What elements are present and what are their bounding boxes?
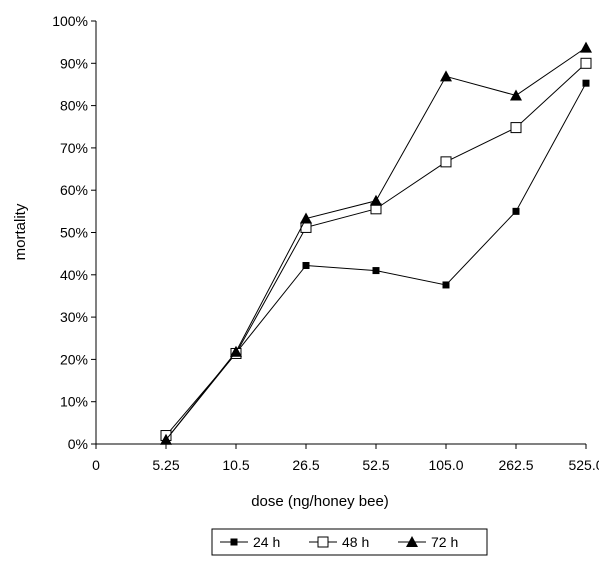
y-tick-label: 50% bbox=[60, 225, 88, 241]
x-axis-title: dose (ng/honey bee) bbox=[251, 493, 389, 510]
x-tick-label: 5.25 bbox=[152, 457, 179, 473]
legend-item: 72 h bbox=[398, 534, 458, 550]
legend-marker bbox=[406, 536, 418, 547]
y-tick-label: 80% bbox=[60, 98, 88, 114]
x-tick-label: 262.5 bbox=[498, 457, 533, 473]
series-layer bbox=[160, 41, 592, 445]
y-tick-label: 90% bbox=[60, 55, 88, 71]
y-tick-label: 70% bbox=[60, 140, 88, 156]
legend-marker bbox=[317, 536, 329, 548]
data-point bbox=[510, 89, 522, 101]
legend-box bbox=[211, 528, 488, 556]
x-tick-label: 105.0 bbox=[428, 457, 463, 473]
data-point bbox=[512, 207, 520, 215]
y-tick-label: 20% bbox=[60, 351, 88, 367]
data-point bbox=[372, 267, 380, 275]
y-tick-label: 60% bbox=[60, 182, 88, 198]
data-point bbox=[300, 212, 312, 224]
data-point bbox=[510, 122, 522, 134]
data-point bbox=[370, 194, 382, 206]
data-point bbox=[160, 433, 172, 445]
y-tick-label: 10% bbox=[60, 394, 88, 410]
data-point bbox=[580, 57, 592, 69]
legend: 24 h 48 h 72 h bbox=[211, 528, 488, 556]
data-point bbox=[582, 79, 590, 87]
y-axis-title: mortality bbox=[12, 203, 29, 260]
legend-marker bbox=[230, 538, 238, 546]
y-tick-label: 40% bbox=[60, 267, 88, 283]
data-point bbox=[440, 156, 452, 168]
series-2 bbox=[160, 41, 592, 445]
data-point bbox=[300, 221, 312, 233]
x-tick-label: 10.5 bbox=[222, 457, 249, 473]
y-tick-label: 100% bbox=[52, 13, 88, 29]
legend-label: 48 h bbox=[342, 534, 369, 550]
y-tick-label: 0% bbox=[68, 436, 88, 452]
x-tick-label: 26.5 bbox=[292, 457, 319, 473]
data-point bbox=[442, 281, 450, 289]
legend-item: 24 h bbox=[220, 534, 280, 550]
data-point bbox=[440, 70, 452, 82]
y-tick-label: 30% bbox=[60, 309, 88, 325]
legend-item: 48 h bbox=[309, 534, 369, 550]
data-point bbox=[580, 41, 592, 53]
legend-label: 72 h bbox=[431, 534, 458, 550]
tick-labels: 0% 10% 20% 30% 40% 50% 60% 70% 80% 90% 100% 0 5.25 10… bbox=[52, 13, 599, 473]
x-tick-label: 525.0 bbox=[568, 457, 599, 473]
data-point bbox=[302, 261, 310, 269]
legend-label: 24 h bbox=[253, 534, 280, 550]
axes bbox=[91, 20, 587, 449]
data-point bbox=[230, 345, 242, 357]
x-tick-label: 0 bbox=[92, 457, 100, 473]
x-tick-label: 52.5 bbox=[362, 457, 389, 473]
